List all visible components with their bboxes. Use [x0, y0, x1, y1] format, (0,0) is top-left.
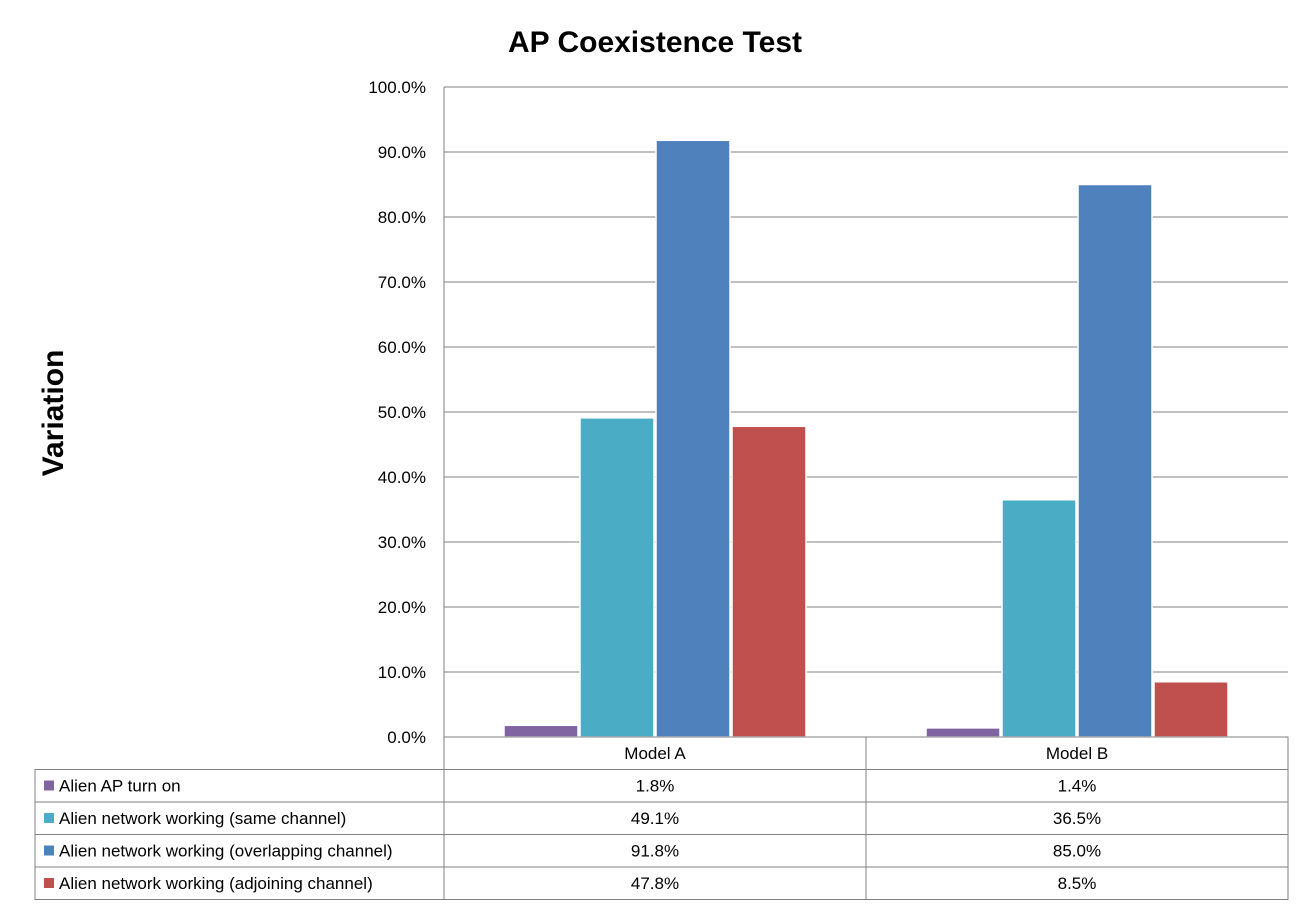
- data-label: 47.8%: [631, 874, 679, 893]
- bar: [503, 724, 579, 738]
- bar: [1077, 183, 1153, 738]
- category-label: Model B: [1046, 744, 1108, 763]
- y-tick-label: 60.0%: [378, 338, 426, 357]
- data-label: 1.4%: [1058, 777, 1097, 796]
- y-tick-label: 90.0%: [378, 143, 426, 162]
- y-tick-label: 10.0%: [378, 663, 426, 682]
- bar: [925, 727, 1001, 738]
- legend-entry: Alien network working (adjoining channel…: [59, 874, 373, 893]
- category-label: Model A: [624, 744, 686, 763]
- data-label: 36.5%: [1053, 809, 1101, 828]
- y-tick-label: 30.0%: [378, 533, 426, 552]
- data-label: 1.8%: [636, 777, 675, 796]
- y-axis-ticks: 0.0% 10.0% 20.0% 30.0% 40.0% 50.0% 60.0% 70.0% 8…: [368, 78, 426, 747]
- bar: [1001, 499, 1077, 738]
- y-tick-label: 0.0%: [387, 728, 426, 747]
- bar: [731, 425, 807, 738]
- y-tick-label: 20.0%: [378, 598, 426, 617]
- y-tick-label: 50.0%: [378, 403, 426, 422]
- y-axis-label: Variation: [37, 350, 70, 477]
- data-label: 91.8%: [631, 842, 679, 861]
- bar: [1153, 681, 1229, 738]
- legend-key: [44, 845, 54, 856]
- data-label: 85.0%: [1053, 842, 1101, 861]
- y-tick-label: 40.0%: [378, 468, 426, 487]
- y-tick-label: 80.0%: [378, 208, 426, 227]
- legend-entry: Alien AP turn on: [59, 777, 181, 796]
- bar: [579, 417, 655, 738]
- y-tick-label: 70.0%: [378, 273, 426, 292]
- legend-key: [44, 780, 54, 791]
- data-label: 49.1%: [631, 809, 679, 828]
- legend-key: [44, 813, 54, 823]
- legend-entry: Alien network working (same channel): [59, 809, 346, 828]
- data-label: 8.5%: [1058, 874, 1097, 893]
- bar: [655, 139, 731, 738]
- chart-title: AP Coexistence Test: [508, 26, 802, 59]
- bars: [503, 139, 1229, 738]
- legend-entry: Alien network working (overlapping chann…: [59, 842, 393, 861]
- data-table: Model A Model B Alien AP turn on 1.8% 1.4% Al…: [34, 736, 1289, 900]
- gridlines: [443, 86, 1288, 737]
- legend-key: [44, 878, 54, 888]
- y-tick-label: 100.0%: [368, 78, 426, 97]
